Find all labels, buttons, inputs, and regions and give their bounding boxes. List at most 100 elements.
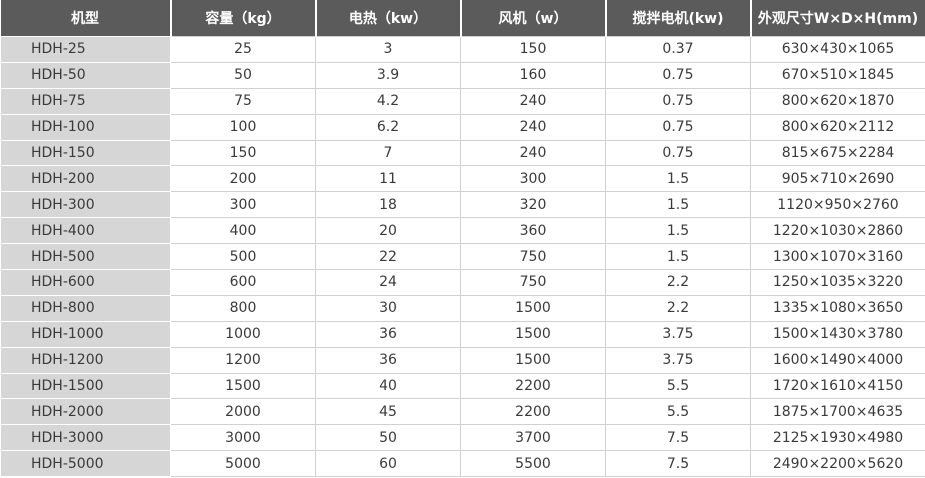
cell: 30 [315,294,461,322]
cell: 500 [170,243,316,271]
model-cell: HDH-600 [0,269,171,296]
cell: 630×430×1065 [750,36,925,63]
model-cell: HDH-2000 [0,398,171,426]
table-row: HDH-200 200 11 300 1.5 905×710×2690 [0,165,925,193]
table-row: HDH-400 400 20 360 1.5 1220×1030×2860 [0,217,925,245]
cell: 1600×1490×4000 [750,346,925,374]
cell: 11 [315,165,461,193]
cell: 750 [460,243,606,271]
cell: 150 [460,36,606,63]
cell: 1200 [170,346,316,374]
cell: 1220×1030×2860 [750,217,925,245]
cell: 0.75 [605,113,751,141]
table-row: HDH-1000 1000 36 1500 3.75 1500×1430×3780 [0,320,925,348]
cell: 905×710×2690 [750,165,925,193]
cell: 1500 [170,372,316,400]
cell: 1120×950×2760 [750,191,925,219]
table-row: HDH-50 50 3.9 160 0.75 670×510×1845 [0,61,925,89]
table-row: HDH-600 600 24 750 2.2 1250×1035×3220 [0,269,925,296]
cell: 36 [315,320,461,348]
cell: 1.5 [605,243,751,271]
cell: 3 [315,36,461,63]
header-cell: 容量（kg） [170,0,317,37]
cell: 2.2 [605,269,751,296]
model-cell: HDH-3000 [0,424,171,452]
cell: 1500 [460,346,606,374]
cell: 1720×1610×4150 [750,372,925,400]
model-cell: HDH-1500 [0,372,171,400]
model-cell: HDH-50 [0,61,171,89]
table-row: HDH-75 75 4.2 240 0.75 800×620×1870 [0,87,925,115]
model-cell: HDH-25 [0,36,171,63]
cell: 50 [170,61,316,89]
cell: 160 [460,61,606,89]
cell: 1.5 [605,217,751,245]
cell: 5.5 [605,372,751,400]
model-cell: HDH-5000 [0,450,171,478]
cell: 20 [315,217,461,245]
cell: 1250×1035×3220 [750,269,925,296]
header-cell: 风机（w） [460,0,607,37]
model-cell: HDH-75 [0,87,171,115]
cell: 7.5 [605,424,751,452]
cell: 1500 [460,294,606,322]
cell: 2125×1930×4980 [750,424,925,452]
cell: 800×620×1870 [750,87,925,115]
cell: 6.2 [315,113,461,141]
cell: 0.75 [605,87,751,115]
cell: 60 [315,450,461,478]
cell: 25 [170,36,316,63]
header-cell: 搅拌电机(kw) [605,0,752,37]
model-cell: HDH-400 [0,217,171,245]
cell: 320 [460,191,606,219]
model-cell: HDH-1200 [0,346,171,374]
cell: 5500 [460,450,606,478]
table-row: HDH-25 25 3 150 0.37 630×430×1065 [0,36,925,63]
table-row: HDH-500 500 22 750 1.5 1300×1070×3160 [0,243,925,271]
cell: 3.9 [315,61,461,89]
cell: 4.2 [315,87,461,115]
cell: 50 [315,424,461,452]
model-cell: HDH-500 [0,243,171,271]
cell: 360 [460,217,606,245]
table-row: HDH-800 800 30 1500 2.2 1335×1080×3650 [0,294,925,322]
cell: 1500×1430×3780 [750,320,925,348]
cell: 750 [460,269,606,296]
table-row: HDH-100 100 6.2 240 0.75 800×620×2112 [0,113,925,141]
cell: 1.5 [605,191,751,219]
cell: 0.75 [605,61,751,89]
model-cell: HDH-150 [0,139,171,167]
cell: 100 [170,113,316,141]
cell: 670×510×1845 [750,61,925,89]
cell: 0.37 [605,36,751,63]
cell: 40 [315,372,461,400]
cell: 800 [170,294,316,322]
cell: 400 [170,217,316,245]
cell: 300 [170,191,316,219]
cell: 0.75 [605,139,751,167]
cell: 2.2 [605,294,751,322]
cell: 1000 [170,320,316,348]
cell: 3700 [460,424,606,452]
model-cell: HDH-300 [0,191,171,219]
cell: 36 [315,346,461,374]
table-row: HDH-300 300 18 320 1.5 1120×950×2760 [0,191,925,219]
cell: 1875×1700×4635 [750,398,925,426]
table-row: HDH-150 150 7 240 0.75 815×675×2284 [0,139,925,167]
cell: 7.5 [605,450,751,478]
model-cell: HDH-200 [0,165,171,193]
header-cell: 电热（kw） [315,0,462,37]
table-row: HDH-1200 1200 36 1500 3.75 1600×1490×4000 [0,346,925,374]
cell: 815×675×2284 [750,139,925,167]
cell: 24 [315,269,461,296]
cell: 1500 [460,320,606,348]
table-row: HDH-5000 5000 60 5500 7.5 2490×2200×5620 [0,450,925,478]
cell: 3.75 [605,320,751,348]
cell: 240 [460,87,606,115]
cell: 7 [315,139,461,167]
model-cell: HDH-800 [0,294,171,322]
table-row: HDH-1500 1500 40 2200 5.5 1720×1610×4150 [0,372,925,400]
cell: 2000 [170,398,316,426]
